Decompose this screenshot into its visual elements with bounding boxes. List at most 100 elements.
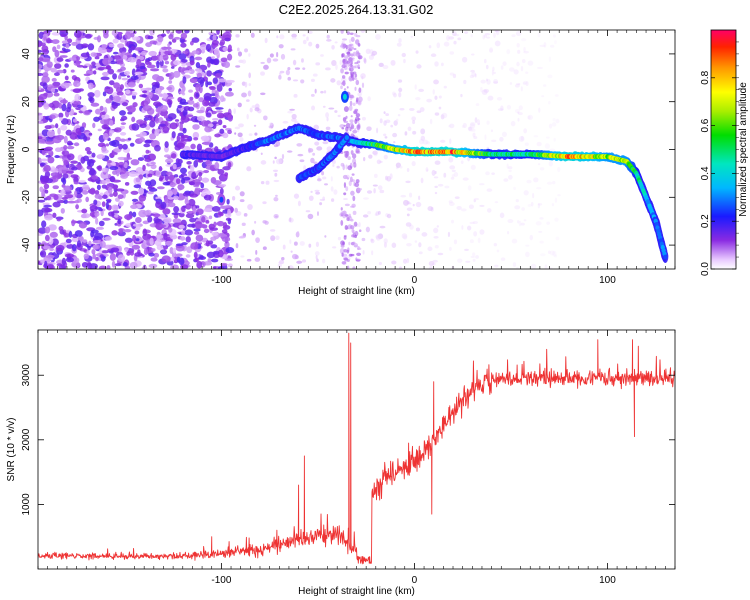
- noise-blob: [109, 130, 115, 134]
- noise-blob: [162, 126, 170, 134]
- faint-noise-blob: [538, 107, 541, 113]
- faint-noise-blob: [515, 30, 522, 37]
- noise-blob: [65, 43, 70, 49]
- faint-noise-blob: [448, 156, 454, 163]
- faint-noise-blob: [434, 61, 439, 67]
- noise-blob: [141, 94, 147, 98]
- noise-blob: [169, 182, 176, 188]
- noise-blob: [182, 50, 188, 55]
- noise-blob: [203, 228, 210, 234]
- faint-noise-blob: [398, 87, 403, 93]
- noise-blob: [139, 66, 146, 70]
- noise-blob: [142, 220, 150, 225]
- noise-blob: [117, 68, 123, 72]
- faint-noise-blob: [518, 220, 522, 227]
- faint-noise-blob: [443, 41, 450, 47]
- faint-noise-blob: [275, 235, 280, 240]
- noise-blob: [159, 249, 168, 255]
- noise-blob: [155, 201, 161, 209]
- column-noise-blob: [346, 217, 350, 222]
- noise-blob: [167, 43, 171, 47]
- faint-noise-blob: [365, 48, 371, 55]
- faint-noise-blob: [400, 194, 407, 198]
- noise-blob: [61, 40, 68, 44]
- faint-noise-blob: [383, 111, 386, 114]
- faint-noise-blob: [375, 34, 381, 40]
- faint-noise-blob: [554, 217, 559, 222]
- noise-blob: [114, 197, 120, 202]
- noise-blob: [165, 158, 174, 164]
- noise-blob: [73, 142, 80, 147]
- noise-blob: [112, 152, 118, 156]
- snr-y-axis-label: SNR (10 * v/v): [6, 418, 17, 482]
- faint-noise-blob: [246, 166, 252, 172]
- faint-noise-blob: [517, 49, 521, 54]
- faint-noise-blob: [370, 238, 374, 242]
- faint-noise-blob: [266, 57, 272, 64]
- noise-blob: [108, 250, 114, 254]
- noise-blob: [112, 95, 121, 103]
- noise-blob: [84, 110, 90, 115]
- noise-blob: [64, 63, 69, 68]
- faint-noise-blob: [446, 35, 450, 41]
- noise-blob: [58, 102, 63, 109]
- noise-blob: [222, 46, 229, 52]
- noise-blob: [212, 266, 217, 269]
- faint-noise-blob: [427, 246, 433, 252]
- noise-blob: [55, 147, 62, 153]
- faint-noise-blob: [254, 220, 257, 224]
- noise-blob: [201, 189, 211, 197]
- noise-blob: [193, 228, 201, 232]
- faint-noise-blob: [272, 169, 279, 173]
- noise-blob: [114, 127, 122, 133]
- faint-noise-blob: [396, 42, 402, 47]
- faint-noise-blob: [448, 200, 453, 204]
- column-noise-blob: [351, 46, 354, 50]
- faint-noise-blob: [472, 220, 478, 225]
- faint-noise-blob: [296, 260, 303, 264]
- faint-noise-blob: [316, 146, 323, 151]
- column-noise-blob: [355, 79, 360, 86]
- faint-noise-blob: [308, 195, 314, 201]
- faint-noise-blob: [501, 131, 507, 138]
- faint-noise-blob: [384, 136, 388, 139]
- faint-noise-blob: [378, 62, 384, 67]
- faint-noise-blob: [333, 189, 338, 195]
- column-noise-blob: [343, 124, 346, 127]
- noise-blob: [111, 179, 121, 183]
- noise-blob: [224, 91, 234, 97]
- faint-noise-blob: [496, 96, 503, 101]
- noise-blob: [101, 201, 106, 208]
- spectrogram-y-axis-label: Frequency (Hz): [6, 115, 17, 184]
- faint-noise-blob: [294, 67, 301, 70]
- faint-noise-blob: [503, 178, 509, 182]
- noise-blob: [213, 48, 220, 56]
- faint-noise-blob: [237, 132, 243, 138]
- noise-blob: [91, 175, 99, 180]
- noise-blob: [189, 193, 199, 198]
- faint-noise-blob: [405, 180, 411, 184]
- faint-noise-blob: [260, 61, 265, 64]
- faint-noise-blob: [538, 230, 543, 233]
- faint-noise-blob: [248, 72, 251, 79]
- noise-blob: [86, 262, 93, 269]
- faint-noise-blob: [314, 189, 320, 192]
- faint-noise-blob: [525, 251, 530, 258]
- faint-noise-blob: [241, 92, 247, 98]
- noise-blob: [78, 88, 84, 92]
- column-noise-blob: [342, 174, 348, 180]
- noise-blob: [227, 161, 232, 168]
- noise-blob: [50, 67, 57, 73]
- faint-noise-blob: [450, 176, 455, 180]
- noise-blob: [166, 30, 171, 34]
- noise-blob: [146, 64, 156, 69]
- faint-noise-blob: [246, 258, 252, 262]
- noise-blob: [183, 70, 192, 74]
- noise-blob: [118, 31, 122, 37]
- noise-blob: [204, 126, 212, 133]
- faint-noise-blob: [241, 222, 246, 226]
- spectral-feature-core: [219, 196, 224, 203]
- faint-noise-blob: [523, 128, 528, 134]
- faint-noise-blob: [287, 265, 294, 269]
- faint-noise-blob: [517, 111, 520, 114]
